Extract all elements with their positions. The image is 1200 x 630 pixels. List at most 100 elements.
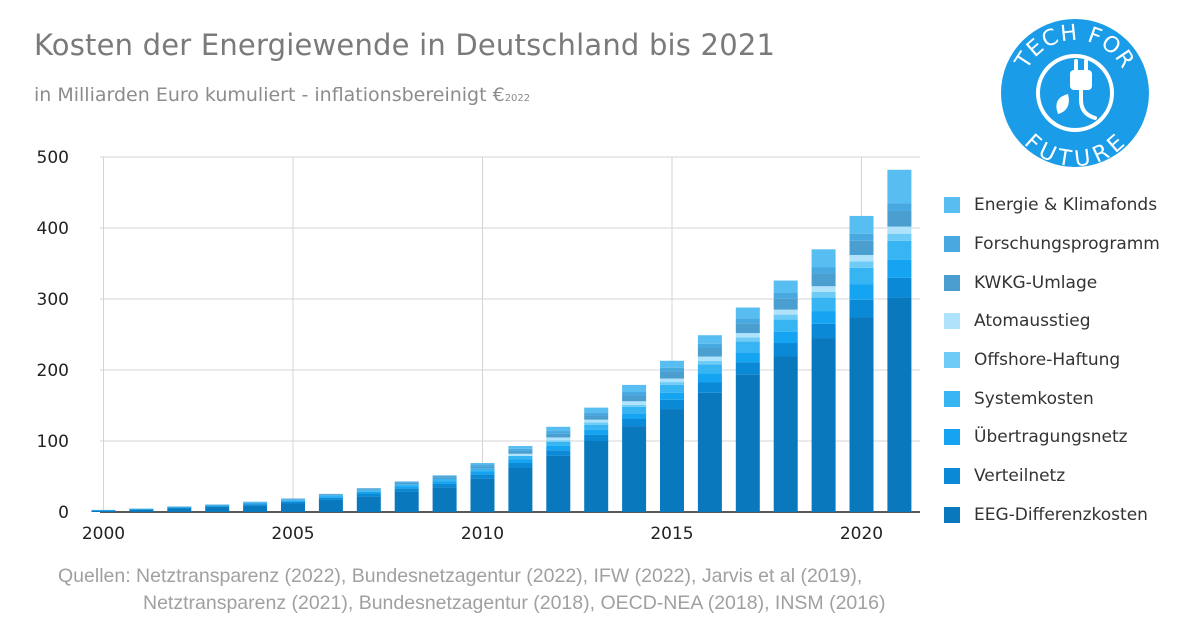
bar-2019-1 (811, 323, 836, 339)
stacked-bar-chart: 0 100 200 300 400 500 2000 2005 2010 2015 2020 (37, 148, 920, 544)
y-tick-label: 400 (37, 219, 69, 239)
plug-leaf-icon (1056, 59, 1097, 120)
bar-2012-4 (546, 440, 571, 442)
chart-legend: Energie & Klimafonds Forschungsprogramm KW… (944, 186, 1160, 534)
bar-2013-2 (584, 429, 609, 435)
legend-label: KWKG-Umlage (974, 272, 1098, 293)
bar-2017-4 (735, 337, 760, 342)
bar-2016-4 (697, 360, 722, 365)
bar-2011-8 (508, 445, 533, 449)
legend-swatch (944, 429, 960, 446)
bar-2005-7 (281, 498, 305, 500)
bar-2017-1 (735, 362, 760, 375)
bar-2012-7 (546, 431, 571, 434)
x-tick-label: 2020 (840, 524, 883, 544)
chart-subtitle: in Milliarden Euro kumuliert - inflation… (34, 84, 530, 106)
subtitle-suffix: 2022 (504, 93, 531, 104)
bar-2013-0 (584, 441, 609, 512)
tech-for-future-logo: TECH FOR FUTURE (1001, 19, 1149, 168)
bar-2017-0 (735, 374, 760, 512)
bar-2015-2 (660, 392, 684, 400)
bar-2011-3 (508, 455, 533, 460)
bar-2020-2 (849, 284, 874, 300)
x-tick-label: 2015 (650, 524, 693, 544)
legend-item: Übertragungsnetz (944, 418, 1160, 457)
legend-swatch (944, 313, 960, 330)
bar-2014-5 (622, 401, 647, 405)
legend-item: Energie & Klimafonds (944, 186, 1160, 225)
legend-item: Offshore-Haftung (944, 341, 1160, 380)
bar-2018-1 (773, 343, 798, 357)
legend-item: Verteilnetz (944, 457, 1160, 496)
subtitle-text: in Milliarden Euro kumuliert - inflation… (34, 84, 505, 106)
bar-2010-8 (470, 463, 495, 465)
bar-2020-7 (849, 233, 874, 241)
y-tick-label: 200 (37, 361, 69, 381)
bar-2009-7 (432, 475, 457, 478)
bar-2003-0 (205, 507, 230, 512)
bar-2013-7 (584, 412, 609, 416)
chart-title: Kosten der Energiewende in Deutschland b… (34, 28, 776, 62)
bar-2005-0 (281, 503, 305, 512)
bar-2009-2 (432, 481, 457, 484)
legend-swatch (944, 352, 960, 369)
bar-2016-5 (697, 356, 722, 361)
bar-2003-7 (205, 504, 230, 506)
bar-2004-2 (243, 503, 268, 505)
bar-2021-8 (887, 169, 912, 204)
bar-2013-8 (584, 407, 609, 413)
bar-2021-1 (887, 277, 912, 298)
bar-2008-7 (394, 481, 419, 483)
legend-item: Forschungsprogramm (944, 225, 1160, 264)
bar-2011-2 (508, 459, 533, 464)
x-tick-label: 2005 (271, 524, 314, 544)
bar-2011-1 (508, 463, 533, 468)
bar-2006-0 (318, 499, 343, 512)
bar-2012-0 (546, 455, 571, 512)
bar-2019-0 (811, 338, 836, 512)
legend-item: KWKG-Umlage (944, 263, 1160, 302)
x-tick-label: 2000 (82, 524, 125, 544)
bar-2002-1 (167, 507, 192, 509)
bar-2020-8 (849, 215, 874, 234)
bar-2019-4 (811, 291, 836, 298)
bar-2012-8 (546, 426, 571, 432)
bar-2019-7 (811, 267, 836, 274)
y-tick-label: 300 (37, 290, 69, 310)
bar-2012-6 (546, 433, 571, 438)
bar-2013-4 (584, 422, 609, 425)
sources-note: Quellen: Netztransparenz (2022), Bundesn… (58, 563, 885, 617)
legend-label: Offshore-Haftung (974, 350, 1121, 371)
bar-2010-3 (470, 468, 495, 472)
bar-2015-6 (660, 371, 684, 379)
bar-2008-0 (394, 491, 419, 512)
bar-2016-8 (697, 335, 722, 344)
bar-2012-2 (546, 445, 571, 451)
bar-2014-3 (622, 406, 647, 414)
bar-2019-3 (811, 297, 836, 312)
legend-item: Systemkosten (944, 379, 1160, 418)
bar-2006-6 (318, 494, 343, 496)
bar-2015-4 (660, 382, 684, 385)
bar-2002-7 (167, 506, 192, 508)
bar-2010-7 (470, 464, 495, 467)
bar-2018-2 (773, 331, 798, 344)
bar-2009-6 (432, 477, 457, 479)
bar-2004-3 (243, 502, 268, 504)
bar-2015-8 (660, 360, 684, 368)
bar-2014-2 (622, 413, 647, 419)
bar-2020-3 (849, 267, 874, 285)
bar-2011-6 (508, 450, 533, 454)
bar-2009-0 (432, 487, 457, 512)
bar-2018-5 (773, 309, 798, 315)
bar-2007-1 (356, 493, 381, 497)
bar-2017-5 (735, 333, 760, 338)
bar-2010-1 (470, 474, 495, 479)
bar-2021-7 (887, 203, 912, 211)
bar-2016-0 (697, 392, 722, 512)
legend-label: Atomausstieg (974, 311, 1091, 332)
bar-2002-0 (167, 508, 192, 512)
bar-2003-1 (205, 506, 230, 508)
bar-2016-7 (697, 343, 722, 348)
bar-2018-6 (773, 298, 798, 310)
